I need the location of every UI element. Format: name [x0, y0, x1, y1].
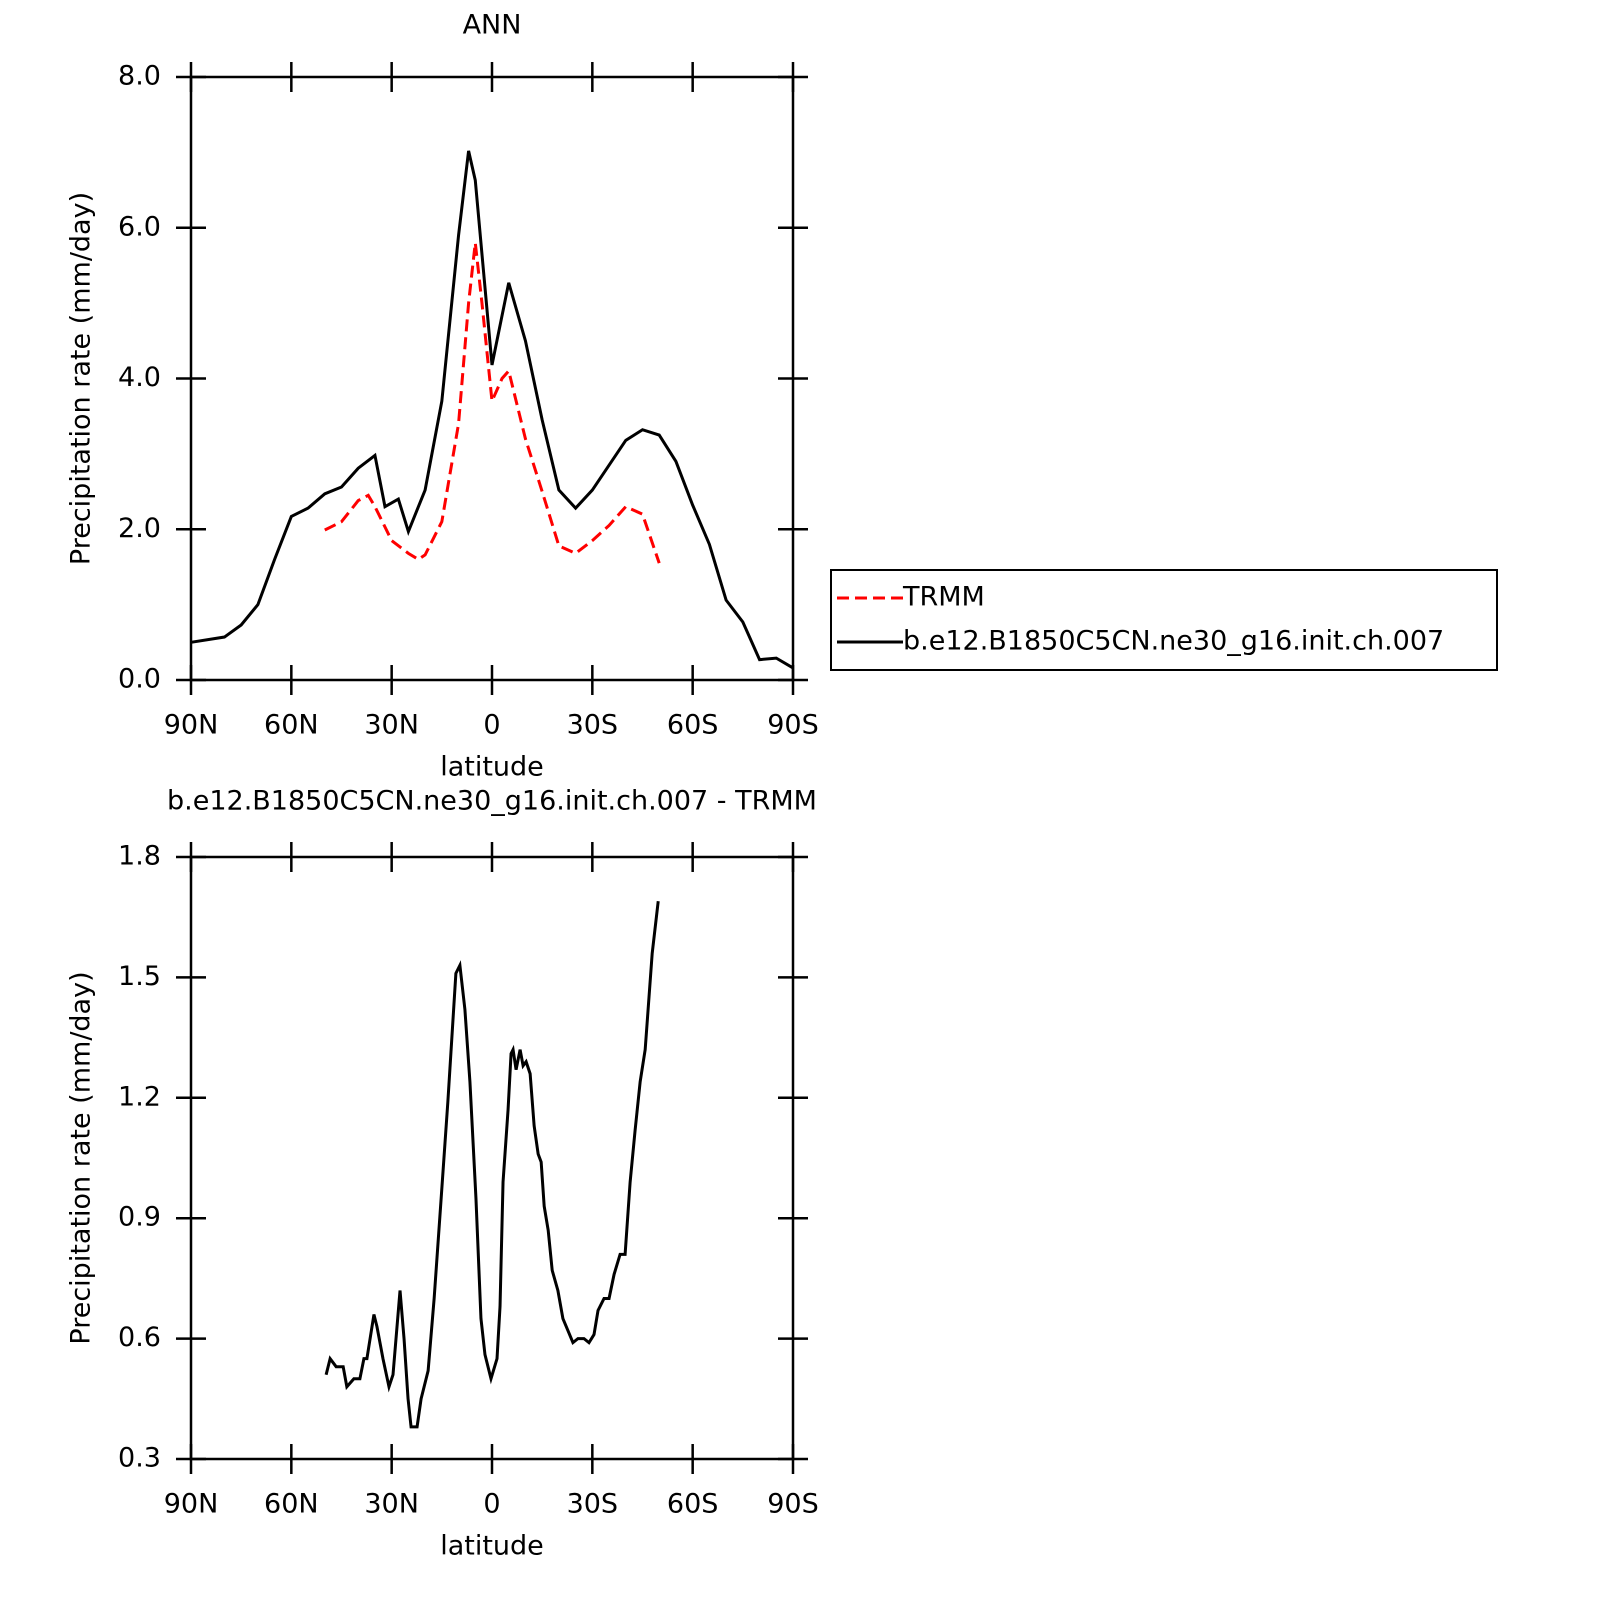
data-line	[324, 900, 660, 1429]
y-tick-label: 1.5	[118, 961, 161, 992]
x-axis-label: latitude	[440, 752, 544, 783]
data-line	[324, 242, 661, 564]
y-tick-label: 0.0	[118, 664, 161, 695]
legend: TRMM b.e12.B1850C5CN.ne30_g16.init.ch.007	[830, 569, 1498, 671]
plot-frame	[189, 75, 795, 682]
y-tick-label: 0.6	[118, 1322, 161, 1353]
y-tick-label: 1.2	[118, 1081, 161, 1112]
x-tick-label: 90S	[767, 1489, 819, 1520]
x-tick-label: 60N	[264, 710, 319, 741]
x-axis-label: latitude	[440, 1531, 544, 1562]
y-tick-label: 1.8	[118, 841, 161, 872]
x-tick-label: 30N	[364, 1489, 419, 1520]
plot-frame	[189, 855, 795, 1461]
x-tick-label: 0	[483, 710, 500, 741]
y-tick-label: 6.0	[118, 211, 161, 242]
x-tick-label: 0	[483, 1489, 500, 1520]
x-tick-label: 60S	[667, 1489, 719, 1520]
x-tick-label: 90S	[767, 710, 819, 741]
y-tick-label: 4.0	[118, 362, 161, 393]
x-tick-label: 60N	[264, 1489, 319, 1520]
x-tick-label: 30N	[364, 710, 419, 741]
legend-label: TRMM	[902, 582, 985, 613]
y-tick-label: 0.3	[118, 1443, 161, 1474]
y-axis-label: Precipitation rate (mm/day)	[66, 192, 97, 565]
chart-title: b.e12.B1850C5CN.ne30_g16.init.ch.007 - T…	[167, 786, 817, 817]
legend-box	[830, 569, 1498, 671]
x-tick-label: 90N	[164, 1489, 219, 1520]
x-tick-label: 30S	[567, 710, 619, 741]
legend-label: b.e12.B1850C5CN.ne30_g16.init.ch.007	[903, 626, 1444, 657]
x-tick-label: 90N	[164, 710, 219, 741]
y-axis-label: Precipitation rate (mm/day)	[66, 971, 97, 1344]
y-tick-label: 0.9	[118, 1202, 161, 1233]
data-line	[190, 150, 794, 670]
x-tick-label: 30S	[567, 1489, 619, 1520]
y-tick-label: 2.0	[118, 513, 161, 544]
y-tick-label: 8.0	[118, 61, 161, 92]
chart-title: ANN	[463, 10, 522, 41]
x-tick-label: 60S	[667, 710, 719, 741]
